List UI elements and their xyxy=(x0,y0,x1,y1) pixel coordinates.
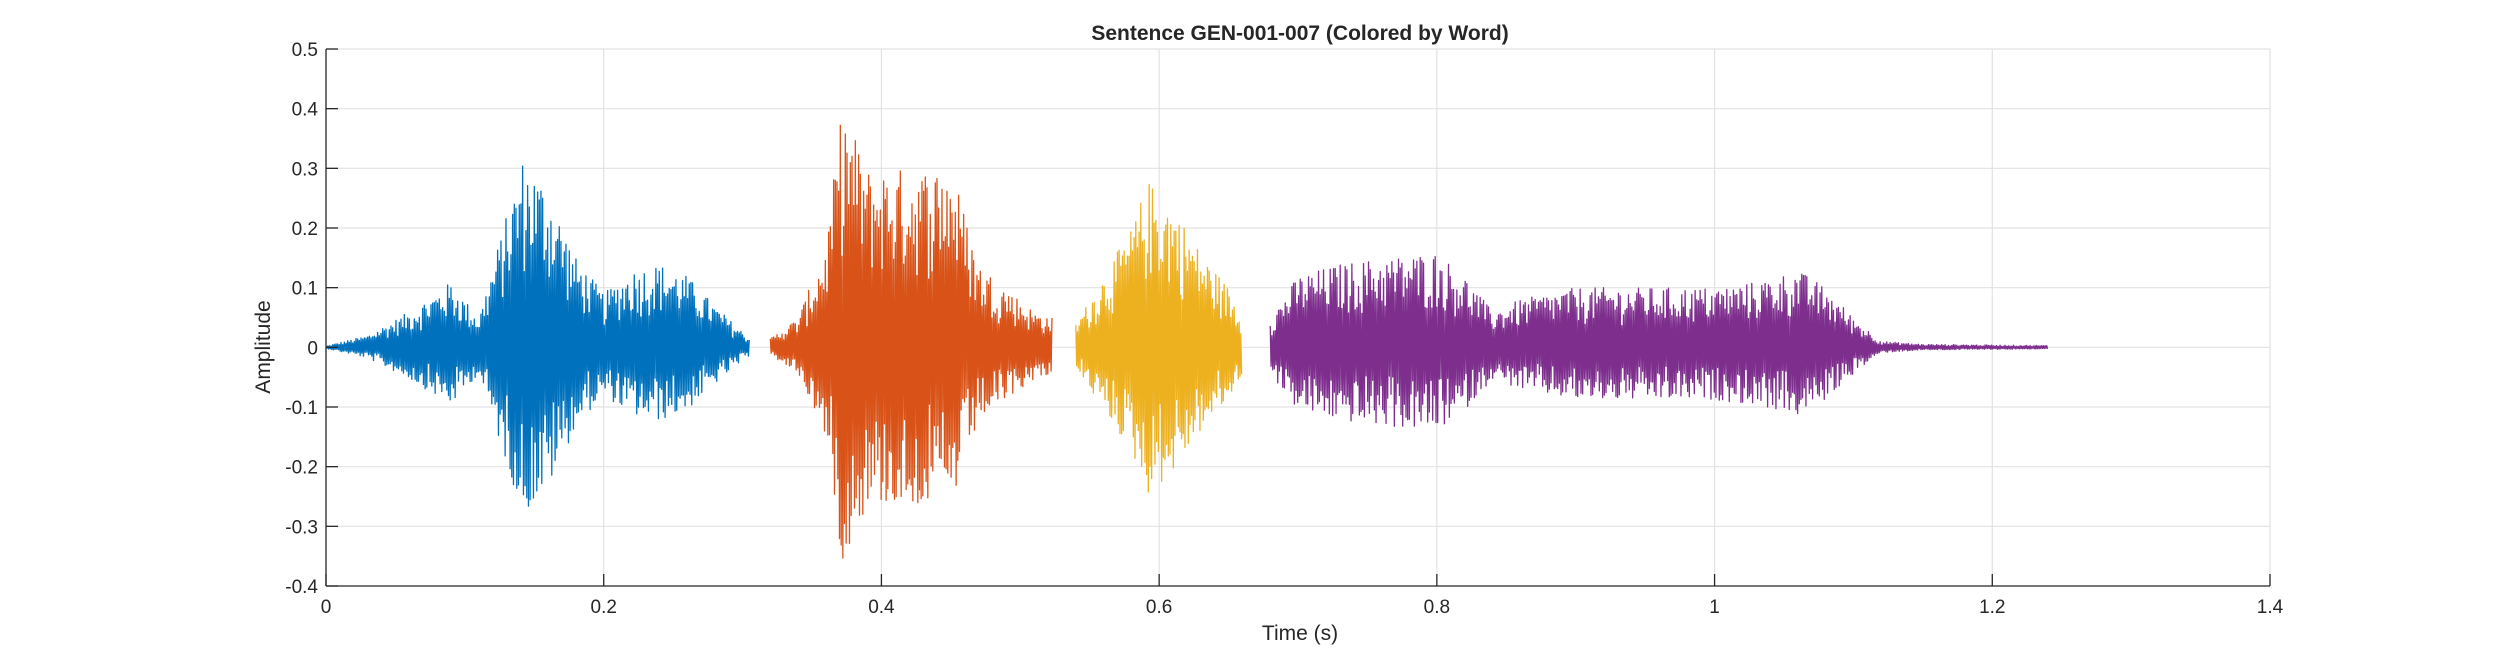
chart-title: Sentence GEN-001-007 (Colored by Word) xyxy=(1091,22,1508,45)
y-tick-label: -0.2 xyxy=(285,458,318,479)
y-tick-label: -0.1 xyxy=(285,398,318,419)
x-tick-label: 0.6 xyxy=(1146,597,1172,618)
waveform-word-4 xyxy=(1269,255,2049,427)
axes xyxy=(325,48,2271,587)
y-tick-label: 0 xyxy=(307,338,318,359)
y-tick-label: 0.5 xyxy=(292,40,318,61)
x-tick-label: 0 xyxy=(321,597,332,618)
tick-labels: 0 0.2 0.4 0.6 0.8 1 1.2 1.4 -0.4 -0.3 -0.2 -0.1 0 0.1… xyxy=(285,40,2283,618)
y-tick-label: -0.4 xyxy=(285,577,318,598)
y-tick-label: 0.2 xyxy=(292,219,318,240)
x-tick-label: 1.2 xyxy=(1979,597,2005,618)
x-tick-label: 1.4 xyxy=(2257,597,2284,618)
y-tick-label: -0.3 xyxy=(285,517,318,538)
waveform-word-2 xyxy=(769,124,1053,559)
y-tick-label: 0.4 xyxy=(292,100,319,121)
x-axis-label: Time (s) xyxy=(1262,622,1338,645)
x-tick-label: 0.2 xyxy=(591,597,617,618)
y-tick-label: 0.3 xyxy=(292,159,318,180)
y-tick-label: 0.1 xyxy=(292,279,318,300)
x-tick-label: 0.8 xyxy=(1424,597,1450,618)
y-axis-label: Amplitude xyxy=(252,300,275,393)
waveform-word-3 xyxy=(1075,183,1243,493)
waveform-series xyxy=(325,124,2049,559)
x-tick-label: 1 xyxy=(1709,597,1720,618)
x-tick-label: 0.4 xyxy=(868,597,895,618)
waveform-word-1 xyxy=(325,165,750,507)
